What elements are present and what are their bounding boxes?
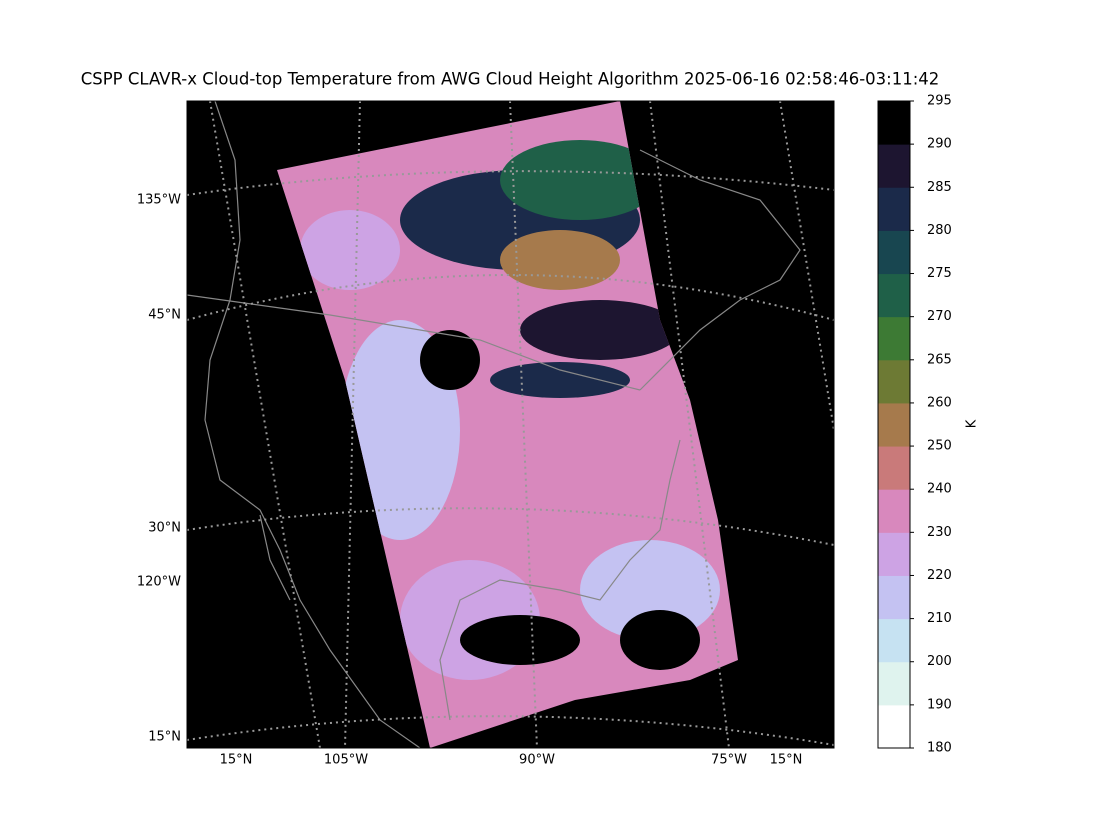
colorbar-segment [878, 273, 910, 318]
colorbar-tick-label: 260 [927, 395, 952, 410]
colorbar-segment [878, 446, 910, 490]
colorbar-segment [878, 704, 910, 749]
colorbar-tick-label: 275 [927, 266, 952, 281]
colorbar-segment [878, 187, 910, 231]
lat-lon-label: 15°N [770, 753, 803, 768]
colorbar-tick-label: 240 [927, 482, 952, 497]
colorbar-segment [878, 101, 910, 145]
lat-lon-label: 30°N [148, 521, 181, 536]
colorbar-tick-label: 230 [927, 525, 952, 540]
colorbar-label: K [965, 419, 980, 428]
lat-lon-label: 135°W [137, 193, 181, 208]
colorbar-tick-label: 200 [927, 654, 952, 669]
colorbar-segment [878, 489, 910, 533]
lat-lon-label: 90°W [519, 753, 555, 768]
colorbar-segment [878, 316, 910, 361]
colorbar-segment [878, 144, 910, 188]
colorbar-segment [878, 575, 910, 620]
colorbar-tick-label: 265 [927, 352, 952, 367]
colorbar-tick-label: 220 [927, 568, 952, 583]
lat-lon-label: 15°N [148, 730, 181, 745]
title: CSPP CLAVR-x Cloud-top Temperature from … [81, 70, 940, 89]
colorbar-tick-label: 210 [927, 611, 952, 626]
colorbar-segment [878, 618, 910, 663]
colorbar-tick-label: 295 [927, 94, 952, 109]
colorbar-segment [878, 359, 910, 404]
colorbar-tick-label: 190 [927, 697, 952, 712]
map [187, 101, 834, 748]
colorbar-segment [878, 230, 910, 275]
lat-lon-label: 120°W [137, 575, 181, 590]
colorbar-tick-label: 250 [927, 439, 952, 454]
lat-lon-label: 15°N [220, 753, 253, 768]
colorbar-segment [878, 661, 910, 706]
colorbar-tick-label: 290 [927, 137, 952, 152]
lat-lon-label: 75°W [711, 753, 747, 768]
colorbar-segment [878, 532, 910, 576]
graticule [187, 101, 834, 748]
colorbar-frame [877, 100, 911, 749]
lat-lon-label: 105°W [324, 753, 368, 768]
colorbar-segment [878, 402, 910, 447]
colorbar-tick-label: 285 [927, 180, 952, 195]
lat-lon-label: 45°N [148, 308, 181, 323]
colorbar-tick-label: 280 [927, 223, 952, 238]
map-frame [186, 100, 835, 749]
colorbar-tick-label: 180 [927, 741, 952, 756]
coastlines [187, 101, 801, 748]
colorbar-tick-label: 270 [927, 309, 952, 324]
